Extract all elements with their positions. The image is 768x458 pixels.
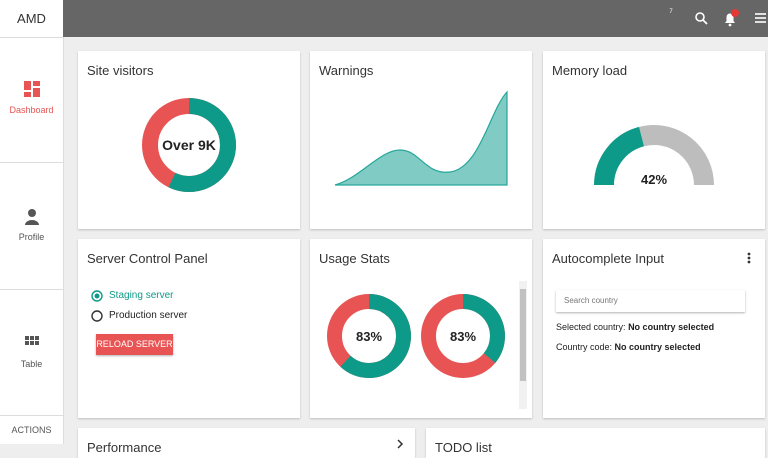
field: Country code: No country selected — [556, 342, 701, 352]
radio-label: Production server — [109, 310, 188, 321]
nav-label: Profile — [18, 232, 45, 242]
field: Selected country: No country selected — [556, 322, 714, 332]
radio[interactable] — [91, 310, 103, 322]
card-title: Site visitors — [87, 63, 154, 78]
card-usage-stats: Usage Stats 83% 83% — [310, 239, 532, 418]
search-icon[interactable] — [695, 12, 708, 25]
card-todo: TODO list — [426, 428, 765, 458]
profile-icon — [25, 209, 39, 225]
menu-icon[interactable] — [755, 13, 766, 23]
notification-badge: 7 — [669, 9, 673, 15]
donut-label: 83% — [449, 329, 477, 344]
card-title: TODO list — [435, 440, 492, 455]
reload-button[interactable]: RELOAD SERVER — [96, 334, 173, 355]
chevron[interactable] — [78, 428, 415, 458]
donut — [142, 98, 236, 192]
card-title: Usage Stats — [319, 251, 390, 266]
radios — [91, 290, 103, 322]
card-title: Memory load — [552, 63, 628, 78]
gauge — [594, 125, 714, 186]
notification-icon[interactable] — [725, 9, 739, 27]
donuts — [327, 281, 527, 409]
nav-label: Dashboard — [9, 105, 54, 115]
field-label: Country code: — [556, 342, 613, 352]
brand: AMD — [0, 0, 63, 38]
card-title: Warnings — [319, 63, 374, 78]
card-server-control: Server Control Panel Staging server Prod… — [78, 239, 300, 418]
nav-label: Table — [20, 359, 43, 369]
card-performance: Performance — [78, 428, 415, 458]
gauge-label: 42% — [640, 172, 668, 187]
field-value: No country selected — [628, 322, 715, 332]
nav-table[interactable]: Table — [0, 290, 63, 416]
donut-label: Over 9K — [162, 137, 216, 153]
field-value: No country selected — [614, 342, 701, 352]
card-title: Server Control Panel — [87, 251, 208, 266]
card-warnings: Warnings — [310, 51, 532, 229]
dashboard-icon — [24, 81, 40, 97]
card-memory-load: Memory load 42% — [543, 51, 765, 229]
donut-label: 83% — [355, 329, 383, 344]
card-autocomplete: Autocomplete Input Search country Select… — [543, 239, 765, 418]
field-label: Selected country: — [556, 322, 626, 332]
nav-dashboard[interactable]: Dashboard — [0, 40, 63, 163]
search-input[interactable]: Search country — [556, 290, 745, 312]
card-title: Autocomplete Input — [552, 251, 665, 266]
radio-checked[interactable] — [91, 290, 103, 302]
table-icon — [25, 336, 39, 345]
more-icon[interactable] — [543, 239, 765, 418]
nav-profile[interactable]: Profile — [0, 163, 63, 290]
sidebar-footer[interactable]: ACTIONS — [11, 425, 52, 435]
topbar: 7 — [63, 0, 768, 37]
radio-label: Staging server — [109, 290, 174, 301]
topbar-icons — [695, 9, 766, 27]
card-site-visitors: Site visitors Over 9K — [78, 51, 300, 229]
area-chart — [334, 90, 508, 186]
